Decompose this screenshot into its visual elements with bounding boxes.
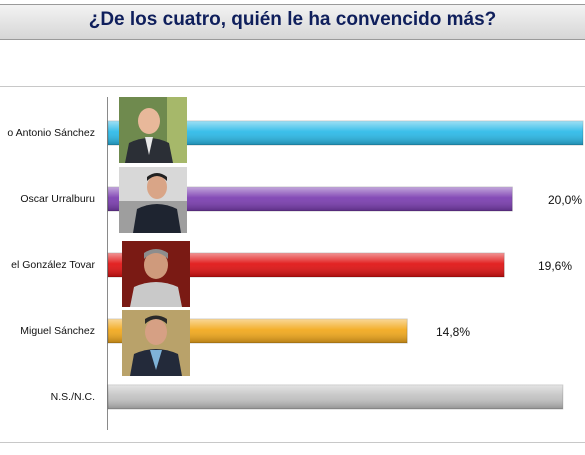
chart-title: ¿De los cuatro, quién le ha convencido m… (88, 9, 497, 30)
value-label: 20,0% (548, 193, 583, 207)
plot-frame-bottom (0, 442, 585, 443)
category-axis (107, 97, 108, 430)
candidate-photo (119, 97, 187, 163)
bar-shading (108, 385, 563, 409)
category-label: Oscar Urralburu (20, 193, 95, 205)
title-bar (0, 4, 585, 40)
value-label: 19,6% (538, 259, 573, 273)
candidate-photo (122, 241, 190, 307)
bar-shading (108, 121, 583, 145)
category-label: el González Tovar (11, 259, 95, 271)
candidate-photo (119, 167, 187, 233)
plot-frame-top (0, 86, 585, 87)
value-label: 14,8% (436, 325, 471, 339)
category-label: o Antonio Sánchez (7, 127, 95, 139)
candidate-photo (122, 310, 190, 376)
category-label: N.S./N.C. (50, 391, 95, 403)
category-label: Miguel Sánchez (20, 325, 95, 337)
